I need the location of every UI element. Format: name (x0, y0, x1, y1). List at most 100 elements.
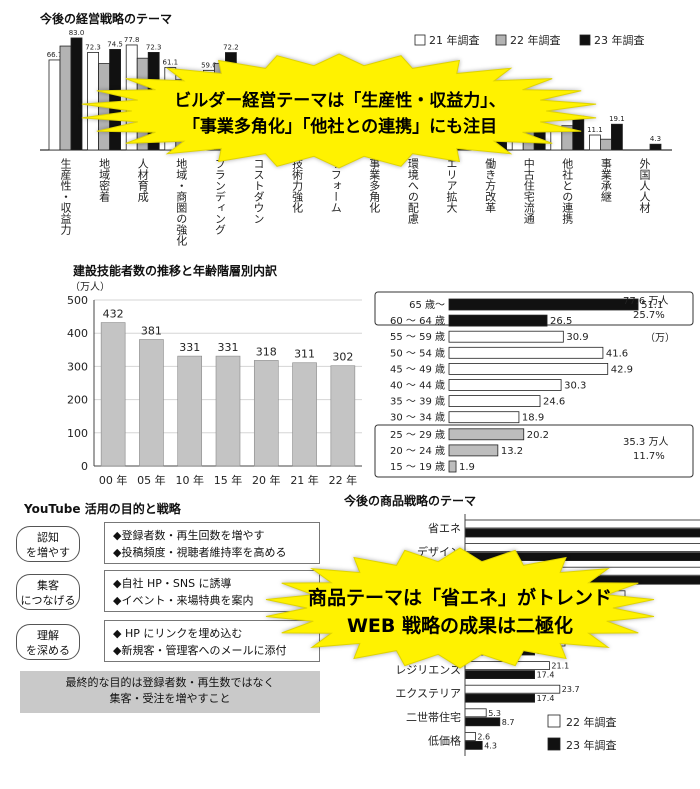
chart2-bar (100, 322, 126, 467)
chart1-legend-label: 22 年調査 (510, 33, 561, 47)
chart3-age-label: 65 歳〜 (409, 299, 445, 311)
chart3-bar (448, 444, 499, 457)
chart2-y-tick: 400 (67, 327, 88, 340)
chart3-age-label: 55 〜 59 歳 (390, 331, 445, 343)
chart3-value-label: 30.9 (566, 332, 588, 343)
chart3-value-label: 26.5 (550, 316, 572, 327)
chart3-bar (448, 363, 609, 375)
goal-title: 集客 (37, 579, 59, 592)
callout-top-line2: 「事業多角化」「他社との連携」にも注目 (182, 117, 498, 137)
chart1-bar (649, 143, 662, 151)
chart4-value-label: 17.4 (537, 694, 555, 703)
callout-bottom-line1: 商品テーマは「省エネ」がトレンド (307, 587, 612, 609)
chart1-category-label: 技術力強化 (291, 158, 304, 214)
chart3-bar (448, 428, 525, 441)
chart3-bar (448, 379, 562, 391)
chart2-x-tick: 05 年 (137, 473, 166, 487)
chart2-x-tick: 10 年 (175, 473, 204, 487)
strategy-box-attract: ◆自社 HP・SNS に誘導 ◆イベント・来場特典を案内 (104, 570, 320, 612)
chart2-y-tick: 100 (67, 427, 88, 440)
chart4-bar (464, 684, 561, 694)
chart4-value-label: 4.3 (484, 741, 497, 750)
chart2-x-tick: 20 年 (252, 473, 281, 487)
callout-starburst-top (81, 53, 597, 169)
chart2-value-label: 331 (218, 341, 239, 354)
chart4-value-label: 5.3 (488, 709, 501, 718)
chart2-value-label: 302 (332, 351, 353, 364)
goal-subtitle: につなげる (20, 594, 76, 607)
chart2-bar (139, 339, 164, 467)
chart3-value-label: 18.9 (522, 413, 544, 424)
chart1-category-label: コストダウン (252, 158, 265, 224)
chart4-legend-swatch (547, 737, 561, 751)
strategy-box-understand: ◆ HP にリンクを埋め込む ◆新規客・管理客へのメールに添付 (104, 620, 320, 662)
chart3-age-label: 40 〜 44 歳 (390, 380, 445, 392)
youtube-title: YouTube 活用の目的と戦略 (24, 502, 181, 516)
chart4-value-label: 21.1 (551, 662, 569, 671)
chart1-category-label: 生産性・収益力 (59, 157, 72, 235)
chart1-value-label: 61.1 (163, 59, 179, 67)
chart1-category-label: リフォーム (329, 158, 342, 213)
chart1-category-label: 地域・商圏の強化 (175, 158, 188, 247)
chart1-value-label: 77.8 (124, 36, 140, 44)
strategy-line: ◆投稿頻度・視聴者維持率を高める (113, 546, 287, 559)
chart2-value-label: 432 (103, 308, 124, 321)
callout-top-line1: ビルダー経営テーマは「生産性・収益力」、 (174, 91, 506, 111)
chart1-bar (70, 37, 83, 151)
chart4-value-label: 8.7 (502, 718, 515, 727)
chart2-value-label: 318 (256, 345, 277, 358)
chart1-category-label: 事業多角化 (368, 158, 381, 214)
goal-title: 理解 (37, 629, 59, 642)
chart4-category-label: エクステリア (395, 687, 461, 700)
chart4-bar (464, 708, 487, 718)
chart3-group-pct: 25.7% (633, 310, 665, 321)
chart2-bar (177, 355, 203, 467)
chart1-value-label: 4.3 (650, 135, 661, 143)
chart3-svg: 65 歳〜 51.1 60 〜 64 歳 26.5 55 〜 59 歳 30.9 50 〜 … (374, 291, 694, 478)
chart1-category-label: 事業承継 (599, 158, 612, 202)
chart3-value-label: 41.6 (606, 348, 628, 359)
chart4-legend-swatch (547, 714, 561, 728)
chart3-value-label: 24.6 (543, 397, 565, 408)
chart1-bar (59, 45, 72, 151)
goal-oval-awareness: 認知 を増やす (16, 526, 80, 562)
chart1-legend-label: 21 年調査 (429, 33, 480, 47)
chart3-bar (448, 411, 520, 424)
chart1-legend-swatch (579, 34, 591, 46)
chart1-bar (600, 138, 612, 151)
note-line: 最終的な目的は登録者数・再生数ではなく (65, 676, 275, 689)
chart4-bar (464, 670, 535, 680)
chart4-category-label: 低価格 (428, 733, 461, 747)
chart2-y-tick: 200 (67, 394, 88, 407)
chart3-bar (448, 460, 457, 473)
chart3-value-label: 20.2 (527, 430, 549, 441)
chart4-value-label: 23.7 (562, 685, 580, 694)
chart1-category-label: 人材育成 (136, 158, 149, 203)
chart3-group-total: 77.6 万人 (623, 295, 668, 307)
chart1-title: 今後の経営戦略のテーマ (40, 12, 173, 26)
chart3-bar (448, 346, 604, 359)
chart3-value-label: 51.1 (641, 300, 663, 311)
chart2-bar (215, 355, 241, 467)
chart1-value-label: 72.3 (85, 43, 101, 51)
chart2-x-tick: 21 年 (290, 473, 319, 487)
callout-bottom-line2: WEB 戦略の成果は二極化 (346, 615, 574, 637)
chart4-bar (464, 693, 535, 703)
strategy-box-awareness: ◆登録者数・再生回数を増やす ◆投稿頻度・視聴者維持率を高める (104, 522, 320, 564)
note-line: 集客・受注を増やすこと (109, 692, 231, 705)
chart3-group-box-young (374, 424, 694, 478)
chart3-age-label: 60 〜 64 歳 (390, 315, 445, 327)
chart1-value-label: 11.1 (587, 126, 603, 134)
chart1-category-label: 働き方改革 (484, 158, 497, 213)
chart1-value-label: 66.7 (47, 51, 63, 59)
strategy-line: ◆登録者数・再生回数を増やす (113, 529, 265, 542)
chart3-value-label: 42.9 (611, 364, 633, 375)
chart3-bar (448, 314, 548, 327)
chart4-value-label: 17.4 (537, 671, 555, 680)
youtube-summary-note: 最終的な目的は登録者数・再生数ではなく 集客・受注を増やすこと (20, 671, 320, 713)
chart1-bar (109, 49, 121, 151)
chart4-legend-label: 23 年調査 (566, 738, 617, 752)
chart1-legend-swatch (414, 34, 426, 46)
chart3-bar (448, 395, 541, 407)
chart3-value-label: 30.3 (564, 381, 586, 392)
